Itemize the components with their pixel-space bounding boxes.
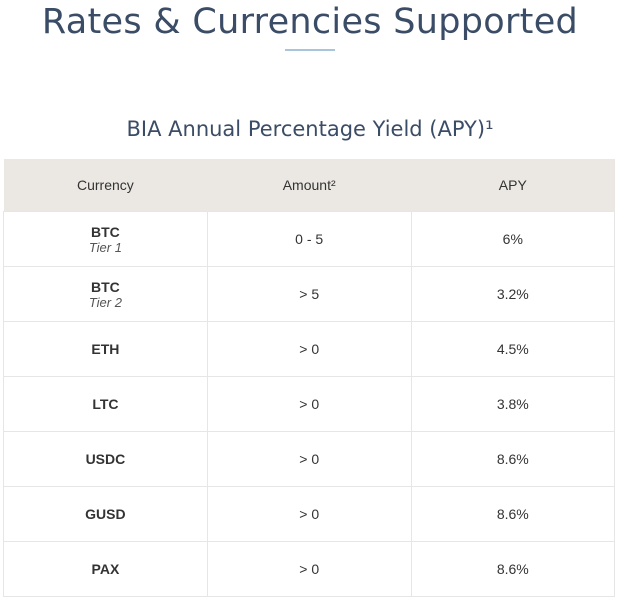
currency-name: GUSD [85, 506, 126, 522]
amount-cell: > 0 [206, 321, 412, 377]
title-underline [285, 49, 335, 51]
table-row: PAX > 0 8.6% [3, 541, 616, 597]
table-row: ETH > 0 4.5% [3, 321, 616, 377]
table-head: Currency Amount² APY [3, 159, 615, 212]
table-row: LTC > 0 3.8% [3, 376, 616, 432]
currency-name: USDC [85, 451, 126, 467]
currency-cell: BTC Tier 2 [3, 266, 208, 322]
apy-cell: 3.8% [410, 376, 616, 432]
amount-cell: > 5 [206, 266, 412, 322]
currency-name: ETH [91, 341, 120, 357]
amount-cell: > 0 [206, 376, 412, 432]
apy-cell: 8.6% [410, 486, 616, 542]
amount-cell: > 0 [206, 431, 412, 487]
currency-tier: Tier 1 [88, 239, 122, 255]
amount-cell: > 0 [206, 486, 412, 542]
table-row: USDC > 0 8.6% [3, 431, 616, 487]
table-title: BIA Annual Percentage Yield (APY)¹ [126, 117, 494, 141]
currency-name: BTC [91, 278, 120, 295]
currency-name: BTC [91, 223, 120, 240]
apy-cell: 3.2% [410, 266, 616, 322]
column-header: Amount² [207, 159, 412, 212]
currency-cell: LTC [3, 376, 208, 432]
currency-cell: PAX [3, 541, 208, 597]
page-title: Rates & Currencies Supported [41, 2, 579, 42]
column-header: Currency [3, 159, 208, 212]
currency-cell: USDC [3, 431, 208, 487]
currency-cell: GUSD [3, 486, 208, 542]
apy-cell: 6% [410, 211, 616, 267]
table-row: GUSD > 0 8.6% [3, 486, 616, 542]
currency-name: PAX [91, 561, 120, 577]
column-header: APY [411, 159, 615, 212]
amount-cell: > 0 [206, 541, 412, 597]
header-row: Currency Amount² APY [3, 159, 615, 212]
amount-cell: 0 - 5 [206, 211, 412, 267]
currency-cell: BTC Tier 1 [3, 211, 208, 267]
apy-cell: 4.5% [410, 321, 616, 377]
currency-tier: Tier 2 [88, 294, 122, 310]
currency-cell: ETH [3, 321, 208, 377]
apy-cell: 8.6% [410, 431, 616, 487]
apy-cell: 8.6% [410, 541, 616, 597]
table-row: BTC Tier 2 > 5 3.2% [3, 266, 616, 322]
currency-name: LTC [92, 396, 119, 412]
